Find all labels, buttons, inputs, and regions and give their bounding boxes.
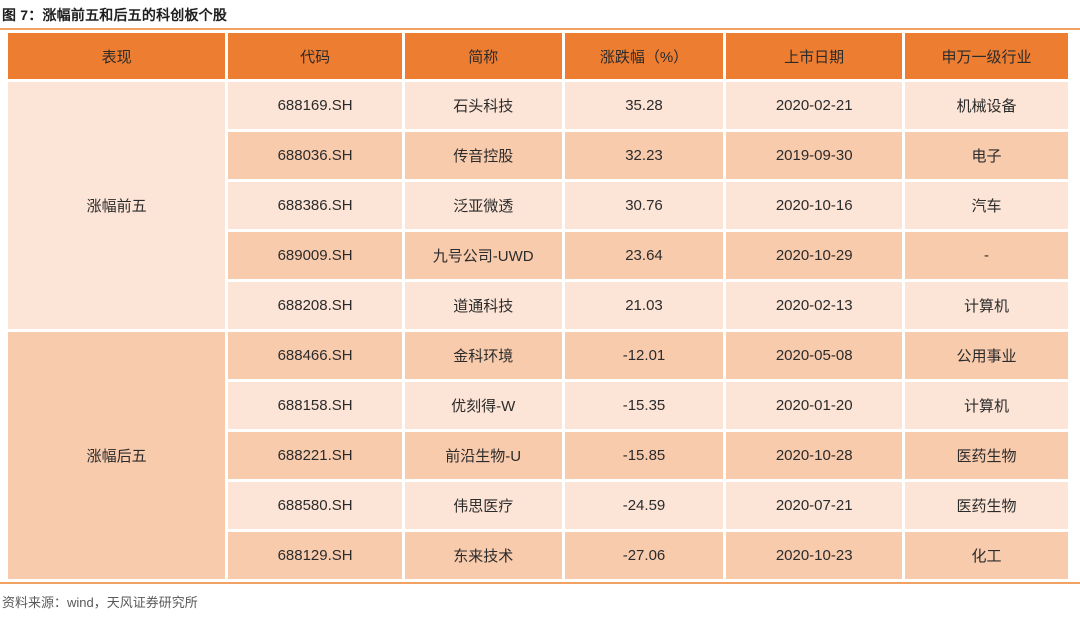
cell-change: 23.64	[564, 232, 724, 279]
stock-table: 表现 代码 简称 涨跌幅（%） 上市日期 申万一级行业 涨幅前五 688169.…	[5, 30, 1071, 582]
cell-change: 35.28	[564, 82, 724, 129]
cell-code: 688580.SH	[228, 482, 402, 529]
cell-name: 伟思医疗	[404, 482, 562, 529]
header-name: 简称	[404, 33, 562, 79]
cell-ipo-date: 2020-05-08	[726, 332, 902, 379]
cell-code: 688386.SH	[228, 182, 402, 229]
table-row: 688208.SH 道通科技 21.03 2020-02-13 计算机	[8, 282, 1068, 329]
cell-code: 688036.SH	[228, 132, 402, 179]
cell-change: -24.59	[564, 482, 724, 529]
cell-change: 21.03	[564, 282, 724, 329]
cell-industry: 计算机	[904, 382, 1068, 429]
table-row: 688158.SH 优刻得-W -15.35 2020-01-20 计算机	[8, 382, 1068, 429]
cell-change: -27.06	[564, 532, 724, 579]
cell-change: 30.76	[564, 182, 724, 229]
cell-code: 688169.SH	[228, 82, 402, 129]
header-row: 表现 代码 简称 涨跌幅（%） 上市日期 申万一级行业	[8, 33, 1068, 79]
cell-ipo-date: 2020-10-16	[726, 182, 902, 229]
group-label-top5: 涨幅前五	[8, 82, 226, 329]
cell-name: 金科环境	[404, 332, 562, 379]
source-note: 资料来源：wind，天风证券研究所	[2, 595, 198, 610]
cell-name: 传音控股	[404, 132, 562, 179]
cell-name: 道通科技	[404, 282, 562, 329]
cell-industry: 化工	[904, 532, 1068, 579]
cell-industry: 医药生物	[904, 432, 1068, 479]
cell-change: -15.35	[564, 382, 724, 429]
cell-name: 东来技术	[404, 532, 562, 579]
header-performance: 表现	[8, 33, 226, 79]
table-row: 688386.SH 泛亚微透 30.76 2020-10-16 汽车	[8, 182, 1068, 229]
cell-name: 石头科技	[404, 82, 562, 129]
cell-ipo-date: 2020-02-13	[726, 282, 902, 329]
cell-ipo-date: 2020-02-21	[726, 82, 902, 129]
table-row: 688221.SH 前沿生物-U -15.85 2020-10-28 医药生物	[8, 432, 1068, 479]
cell-industry: 公用事业	[904, 332, 1068, 379]
stock-table-container: 表现 代码 简称 涨跌幅（%） 上市日期 申万一级行业 涨幅前五 688169.…	[0, 28, 1080, 584]
cell-ipo-date: 2020-10-29	[726, 232, 902, 279]
header-change-pct: 涨跌幅（%）	[564, 33, 724, 79]
table-row: 涨幅后五 688466.SH 金科环境 -12.01 2020-05-08 公用…	[8, 332, 1068, 579]
cell-name: 九号公司-UWD	[404, 232, 562, 279]
table-row: 689009.SH 九号公司-UWD 23.64 2020-10-29 -	[8, 232, 1068, 279]
cell-industry: -	[904, 232, 1068, 279]
header-industry: 申万一级行业	[904, 33, 1068, 79]
cell-industry: 计算机	[904, 282, 1068, 329]
cell-ipo-date: 2020-07-21	[726, 482, 902, 529]
cell-code: 688221.SH	[228, 432, 402, 479]
cell-ipo-date: 2020-10-28	[726, 432, 902, 479]
cell-code: 688158.SH	[228, 382, 402, 429]
header-ipo-date: 上市日期	[726, 33, 902, 79]
cell-industry: 机械设备	[904, 82, 1068, 129]
table-row: 688036.SH 传音控股 32.23 2019-09-30 电子	[8, 132, 1068, 179]
cell-industry: 电子	[904, 132, 1068, 179]
table-row: 涨幅前五 688169.SH 石头科技 35.28 2020-02-21 机械设…	[8, 82, 1068, 329]
cell-industry: 医药生物	[904, 482, 1068, 529]
cell-code: 688129.SH	[228, 532, 402, 579]
cell-ipo-date: 2019-09-30	[726, 132, 902, 179]
group-label-bottom5: 涨幅后五	[8, 332, 226, 579]
figure-title: 图 7：涨幅前五和后五的科创板个股	[2, 7, 228, 23]
table-row: 688129.SH 东来技术 -27.06 2020-10-23 化工	[8, 532, 1068, 579]
cell-name: 前沿生物-U	[404, 432, 562, 479]
header-code: 代码	[228, 33, 402, 79]
cell-change: 32.23	[564, 132, 724, 179]
cell-code: 688208.SH	[228, 282, 402, 329]
cell-code: 688466.SH	[228, 332, 402, 379]
cell-ipo-date: 2020-10-23	[726, 532, 902, 579]
cell-change: -15.85	[564, 432, 724, 479]
cell-name: 优刻得-W	[404, 382, 562, 429]
cell-name: 泛亚微透	[404, 182, 562, 229]
cell-ipo-date: 2020-01-20	[726, 382, 902, 429]
table-row: 688580.SH 伟思医疗 -24.59 2020-07-21 医药生物	[8, 482, 1068, 529]
cell-change: -12.01	[564, 332, 724, 379]
cell-code: 689009.SH	[228, 232, 402, 279]
cell-industry: 汽车	[904, 182, 1068, 229]
